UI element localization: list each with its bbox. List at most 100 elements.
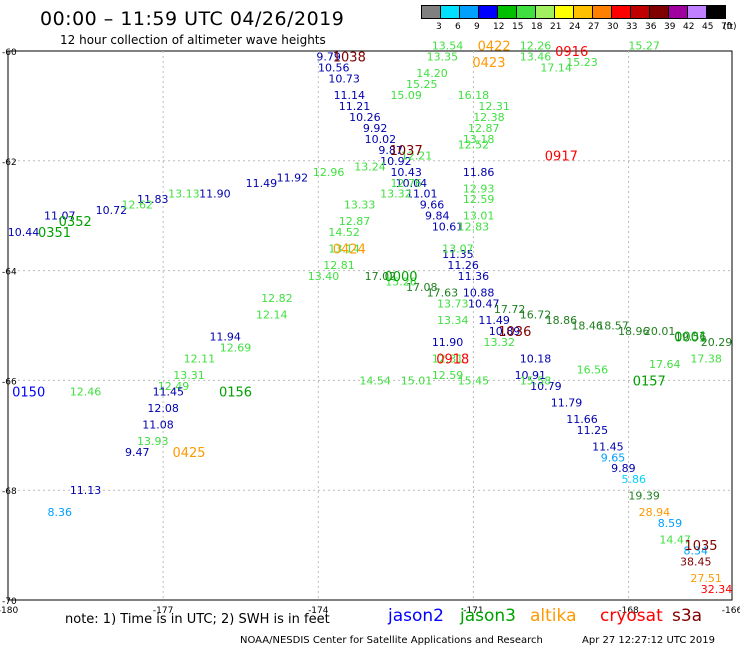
swh-label: 11.94: [209, 330, 241, 343]
swh-label: 9.89: [611, 462, 636, 475]
swh-label: 18.46: [571, 320, 603, 333]
swh-label: 11.49: [246, 177, 278, 190]
x-tick-label: -174: [308, 606, 329, 616]
credit-text: NOAA/NESDIS Center for Satellite Applica…: [240, 635, 543, 646]
swh-label: 8.34: [684, 545, 709, 558]
swh-label: 11.13: [70, 484, 102, 497]
swh-label: 10.73: [328, 72, 360, 85]
footnote: note: 1) Time is in UTC; 2) SWH is in fe…: [65, 612, 330, 627]
swh-label: 12.83: [458, 221, 490, 234]
swh-label: 16.72: [520, 309, 552, 322]
track-time-label: 0423: [472, 56, 505, 71]
y-tick-label: -60: [2, 48, 17, 58]
track-time-label: 0150: [12, 385, 45, 400]
swh-label: 15.26: [385, 276, 417, 289]
swh-label: 13.46: [520, 50, 552, 63]
track-time-label: 1038: [333, 50, 366, 65]
track-time-label: 0351: [38, 226, 71, 241]
swh-label: 13.07: [442, 243, 474, 256]
track-time-label: 0156: [219, 385, 252, 400]
color-scale-label: 15: [512, 22, 524, 32]
swh-label: 15.23: [566, 56, 598, 69]
swh-label: 28.94: [639, 506, 671, 519]
swh-label: 13.24: [354, 160, 386, 173]
swh-label: 13.34: [437, 314, 469, 327]
track-time-label: 0352: [59, 215, 92, 230]
color-scale-label: (ft): [723, 22, 737, 32]
swh-label: 13.14: [328, 243, 360, 256]
swh-label: 10.61: [432, 221, 464, 234]
swh-label: 10.56: [318, 61, 350, 74]
swh-label: 11.07: [44, 210, 76, 223]
track-time-label: 0425: [172, 446, 205, 461]
swh-label: 12.59: [432, 369, 464, 382]
swh-label: 12.59: [463, 193, 495, 206]
color-scale-label: 18: [531, 22, 543, 32]
swh-label: 12.38: [473, 111, 505, 124]
swh-label: 15.25: [406, 78, 438, 91]
swh-label: 10.72: [96, 204, 128, 217]
swh-label: 11.45: [592, 440, 624, 453]
swh-label: 9.66: [420, 199, 445, 212]
y-tick-label: -70: [2, 597, 17, 607]
swh-label: 20.29: [701, 336, 733, 349]
swh-label: 17.14: [540, 61, 572, 74]
swh-label: 11.92: [277, 171, 309, 184]
swh-label: 38.45: [680, 556, 712, 569]
swh-label: 13.13: [168, 188, 200, 201]
swh-label: 8.36: [47, 506, 72, 519]
y-tick-label: -62: [2, 158, 17, 168]
track-time-label: 0000: [384, 270, 417, 285]
color-scale-label: 36: [645, 22, 657, 32]
swh-label: 15.58: [520, 374, 552, 387]
swh-label: 19.56: [675, 330, 707, 343]
x-tick-label: -177: [153, 606, 173, 616]
swh-label: 13.35: [427, 50, 459, 63]
color-scale-label: 39: [664, 22, 676, 32]
swh-label: 14.20: [416, 67, 448, 80]
color-scale-label: 30: [607, 22, 619, 32]
generated-timestamp: Apr 27 12:27:12 UTC 2019: [582, 635, 715, 646]
swh-label: 13.73: [437, 298, 469, 311]
color-scale-label: 6: [455, 22, 461, 32]
color-scale-label: 27: [588, 22, 600, 32]
swh-label: 11.90: [432, 336, 464, 349]
satellite-jason2: jason2: [388, 606, 444, 626]
swh-label: 11.66: [566, 413, 598, 426]
color-scale-label: 42: [683, 22, 695, 32]
swh-label: 9.79: [316, 50, 341, 63]
swh-label: 13.54: [432, 40, 464, 53]
plot-frame: [7, 50, 733, 601]
swh-label: 11.01: [406, 188, 438, 201]
swh-label: 18.96: [618, 325, 650, 338]
track-time-label: 0918: [436, 352, 469, 367]
track-time-label: 0917: [545, 149, 578, 164]
y-tick-label: -66: [2, 377, 17, 387]
swh-label: 18.86: [546, 314, 578, 327]
color-swatch: [706, 5, 726, 19]
swh-label: 10.04: [396, 177, 428, 190]
swh-label: 10.91: [515, 369, 547, 382]
track-time-label: 0157: [633, 374, 666, 389]
swh-label: 11.21: [339, 100, 371, 113]
x-tick-label: -171: [463, 606, 483, 616]
swh-label: 9.84: [425, 210, 450, 223]
swh-label: 10.47: [468, 298, 500, 311]
swh-label: 12.31: [478, 100, 510, 113]
color-scale-label: 24: [569, 22, 581, 32]
swh-label: 10.88: [463, 287, 495, 300]
satellite-s3a: s3a: [672, 606, 703, 626]
swh-label: 14.47: [659, 534, 691, 547]
swh-label: 12.76: [390, 177, 422, 190]
swh-label: 12.14: [256, 309, 288, 322]
swh-label: 10.92: [380, 155, 412, 168]
swh-label: 12.31: [432, 352, 464, 365]
page-title: 00:00 – 11:59 UTC 04/26/2019: [40, 8, 345, 30]
swh-label: 20.01: [644, 325, 676, 338]
swh-label: 17.72: [494, 303, 526, 316]
swh-label: 9.65: [601, 451, 626, 464]
track-time-label: 1037: [390, 144, 423, 159]
swh-label: 19.39: [628, 490, 660, 503]
